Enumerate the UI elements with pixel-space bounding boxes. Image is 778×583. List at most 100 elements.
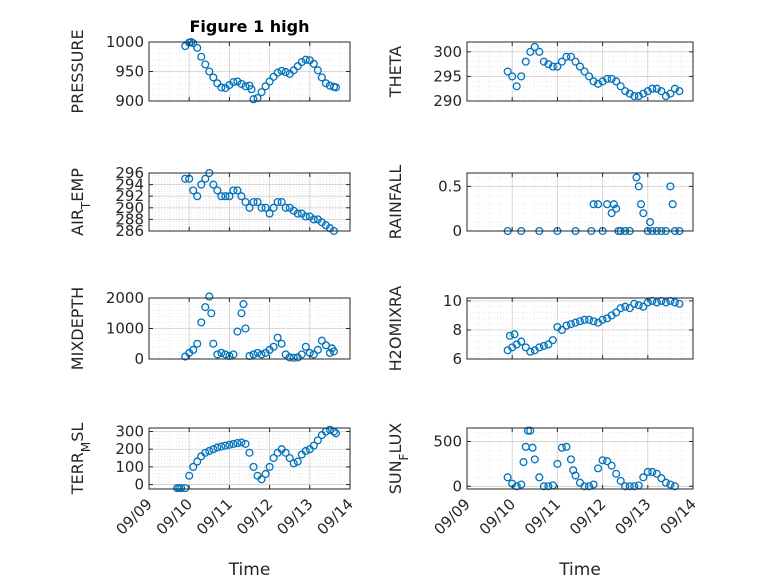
data-point <box>177 484 186 493</box>
data-point <box>221 192 230 201</box>
data-point <box>217 442 226 451</box>
data-point <box>193 339 202 348</box>
data-point <box>646 218 655 227</box>
data-point <box>535 473 544 482</box>
data-point <box>666 182 675 191</box>
y-tick-label: 294 <box>115 176 144 194</box>
data-point <box>571 57 580 66</box>
data-point <box>634 301 643 310</box>
data-point <box>237 438 246 447</box>
data-point <box>621 302 630 311</box>
y-tick-label: 0 <box>134 350 144 368</box>
x-axis-label: Time <box>228 560 271 580</box>
axes-6: 6 8 10 H2OMIXRA <box>386 286 694 371</box>
data-point <box>217 348 226 357</box>
y-tick-label: 296 <box>115 164 144 182</box>
data-point <box>217 192 226 201</box>
y-tick-label: 0 <box>134 476 144 494</box>
data-point <box>197 180 206 189</box>
data-point <box>205 292 214 301</box>
x-tick-label: 09/13 <box>273 495 316 538</box>
data-point <box>201 174 210 183</box>
data-point <box>639 209 648 218</box>
data-point <box>508 72 517 81</box>
data-point <box>273 197 282 207</box>
y-axis-label: AIRTEMP <box>68 168 93 236</box>
data-point <box>269 454 278 463</box>
data-point <box>317 336 326 345</box>
data-point <box>512 482 521 491</box>
data-point <box>612 77 621 86</box>
x-tick-label: 09/14 <box>314 495 357 538</box>
data-point <box>233 327 242 336</box>
data-point <box>535 343 544 352</box>
y-tick-label: 500 <box>433 432 462 450</box>
data-point <box>580 482 589 491</box>
data-point <box>675 87 684 96</box>
data-point <box>544 482 553 491</box>
data-point <box>281 448 290 457</box>
data-point <box>521 57 530 66</box>
data-point <box>261 82 270 91</box>
data-point <box>249 350 258 359</box>
data-point <box>648 84 657 93</box>
data-point <box>510 330 519 339</box>
data-point <box>616 82 625 91</box>
data-point <box>229 186 238 195</box>
data-point <box>269 342 278 351</box>
data-point <box>253 348 262 357</box>
y-axis-label: MIXDEPTH <box>68 287 87 370</box>
data-point <box>675 299 684 308</box>
axes-2: 290 295 300 THETA <box>386 41 694 110</box>
y-tick-label: 0 <box>452 477 462 495</box>
x-tick-label: 09/12 <box>233 495 276 538</box>
data-point <box>526 426 535 435</box>
data-point <box>609 200 618 209</box>
data-point <box>313 66 322 75</box>
data-point <box>630 299 639 308</box>
data-point <box>566 52 576 61</box>
data-point <box>237 309 246 318</box>
x-tick-label: 09/09 <box>113 495 156 538</box>
data-point <box>257 88 266 97</box>
data-point <box>630 92 639 101</box>
data-point <box>621 482 630 491</box>
data-point <box>652 298 661 307</box>
data-point <box>580 315 589 324</box>
data-point <box>205 446 214 456</box>
data-point <box>233 77 242 86</box>
data-point <box>539 341 548 350</box>
data-point <box>630 482 639 491</box>
data-point <box>293 209 302 218</box>
y-tick-label: 1000 <box>106 33 144 51</box>
data-point <box>517 337 526 346</box>
x-tick-label: 09/10 <box>153 495 196 538</box>
data-point <box>557 443 566 452</box>
data-point <box>289 66 298 75</box>
data-point <box>273 68 282 77</box>
data-point <box>201 448 210 457</box>
data-point <box>277 66 286 75</box>
data-point <box>607 209 616 218</box>
data-point <box>261 469 270 479</box>
data-point <box>325 348 334 357</box>
data-point <box>562 52 571 61</box>
data-point <box>539 57 548 66</box>
data-point <box>189 39 198 48</box>
data-point <box>612 308 621 317</box>
y-axis-label: TERRMSL <box>68 423 93 496</box>
data-point <box>257 475 266 484</box>
data-point <box>636 200 646 209</box>
data-point <box>603 74 612 83</box>
data-point <box>213 79 222 88</box>
data-point <box>309 441 318 450</box>
data-point <box>648 467 657 477</box>
data-point <box>301 212 310 221</box>
y-tick-label: 288 <box>115 210 144 228</box>
data-point <box>666 89 675 98</box>
data-point <box>512 82 521 91</box>
data-point <box>607 461 616 470</box>
data-point <box>589 317 598 326</box>
